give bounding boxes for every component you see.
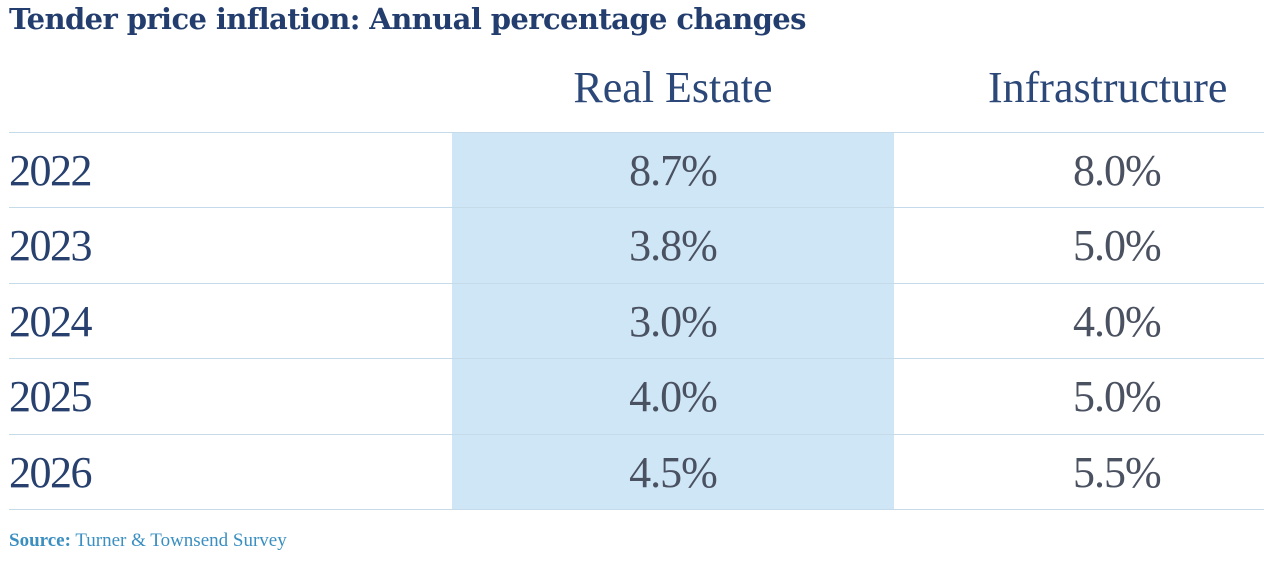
row-divider bbox=[9, 283, 1264, 284]
column-header-infrastructure: Infrastructure bbox=[988, 63, 1228, 112]
column-header-real-estate: Real Estate bbox=[573, 63, 773, 112]
row-divider bbox=[9, 358, 1264, 359]
source-text: Turner & Townsend Survey bbox=[75, 530, 287, 551]
cell-real-estate: 8.7% bbox=[629, 146, 718, 195]
row-year: 2024 bbox=[9, 296, 93, 346]
source-label: Source: bbox=[9, 530, 71, 551]
cell-real-estate: 4.5% bbox=[629, 447, 718, 497]
chart-title: Tender price inflation: Annual percentag… bbox=[9, 2, 806, 36]
row-divider bbox=[9, 132, 1264, 133]
cell-infrastructure: 5.0% bbox=[1073, 372, 1162, 422]
row-year: 2023 bbox=[9, 221, 93, 271]
row-year: 2025 bbox=[9, 372, 93, 422]
cell-infrastructure: 5.5% bbox=[1073, 447, 1162, 497]
cell-infrastructure: 5.0% bbox=[1073, 221, 1162, 271]
cell-real-estate: 4.0% bbox=[629, 372, 718, 422]
row-divider bbox=[9, 434, 1264, 435]
row-year: 2022 bbox=[9, 146, 93, 195]
cell-real-estate: 3.8% bbox=[629, 221, 718, 271]
row-divider bbox=[9, 509, 1264, 510]
cell-real-estate: 3.0% bbox=[629, 296, 718, 346]
row-divider bbox=[9, 207, 1264, 208]
source-note: Source: Turner & Townsend Survey bbox=[9, 530, 287, 552]
row-year: 2026 bbox=[9, 447, 93, 497]
real-estate-column-highlight bbox=[452, 132, 894, 509]
cell-infrastructure: 8.0% bbox=[1073, 146, 1162, 195]
cell-infrastructure: 4.0% bbox=[1073, 296, 1162, 346]
